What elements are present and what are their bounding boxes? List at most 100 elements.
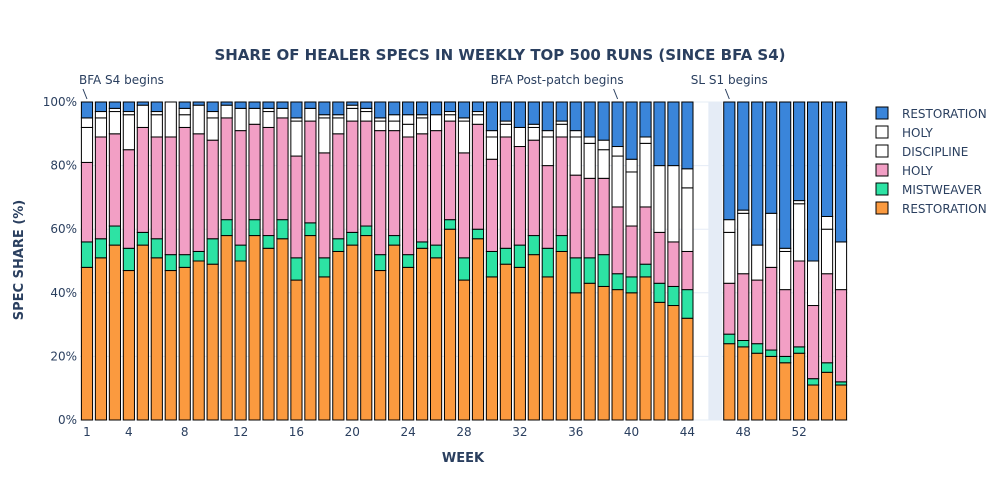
bar-segment-holy-4 [639,136,652,144]
bar-segment-restoration-5 [569,101,582,132]
bar-segment-discipline-3 [737,212,750,275]
bar-segment-holy-2 [527,139,540,237]
annotation-label: BFA Post-patch begins [491,73,624,87]
bar-segment-restoration-0 [807,384,820,421]
bar-segment-discipline-3 [471,114,485,125]
bar-segment-restoration-5 [513,101,526,128]
bar-segment-restoration-0 [164,270,177,421]
bar-segment-holy-2 [360,120,373,227]
bar-segment-restoration-0 [304,235,317,421]
bar-segment-holy-2 [485,158,499,252]
bar-segment-discipline-3 [94,117,108,138]
bar-segment-holy-2 [122,149,135,249]
bar-segment-restoration-0 [443,228,457,421]
bar-segment-holy-2 [737,273,750,341]
annotation: BFA S4 begins [79,73,164,100]
bar-segment-restoration-0 [192,260,205,421]
bar-segment-restoration-5 [360,101,373,109]
bar-segment-restoration-0 [513,266,526,421]
legend-item[interactable]: MISTWEAVER [875,182,982,197]
bar-segment-mistweaver-1 [765,349,778,357]
annotation-label: BFA S4 begins [79,73,164,87]
bar-segment-mistweaver-1 [416,241,429,249]
bar-segment-restoration-5 [583,101,596,138]
bar-segment-mistweaver-1 [639,263,652,278]
bar-segment-mistweaver-1 [220,219,233,237]
bar-segment-holy-2 [248,123,261,221]
bar-segment-restoration-5 [416,101,429,116]
y-tick-label: 80% [50,159,77,173]
bar-segment-mistweaver-1 [555,235,568,252]
legend-item[interactable]: RESTORATION [875,106,987,121]
bar-segment-discipline-3 [625,171,638,227]
bar-segment-mistweaver-1 [737,340,750,348]
bar-segment-restoration-5 [555,101,568,122]
legend-item[interactable]: RESTORATION [875,201,987,216]
bar-segment-mistweaver-1 [108,225,121,246]
bar-segment-discipline-3 [164,101,177,138]
bar-segment-holy-2 [793,260,806,348]
bar-segment-discipline-3 [765,212,778,268]
bar-segment-holy-2 [555,136,568,237]
bar-segment-mistweaver-1 [793,346,806,354]
bar-segment-holy-4 [583,136,596,144]
bar-segment-holy-2 [80,161,94,243]
bar-segment-restoration-0 [402,266,415,421]
x-tick-label: 36 [568,425,583,439]
bar-segment-mistweaver-1 [206,238,219,265]
bar-segment-mistweaver-1 [527,235,540,256]
bar-segment-mistweaver-1 [164,254,177,272]
bar-segment-restoration-5 [108,101,121,109]
bar-segment-restoration-5 [276,101,289,109]
bar-segment-holy-4 [625,158,638,173]
bar-segment-restoration-5 [471,101,485,113]
x-tick-label: 44 [680,425,695,439]
bar-segment-restoration-5 [234,101,247,109]
bar-segment-restoration-0 [457,279,471,421]
bar-segment-restoration-5 [807,101,820,262]
bar-segment-restoration-5 [178,101,191,109]
bar-segment-mistweaver-1 [290,257,303,281]
bar-segment-discipline-3 [597,149,610,179]
legend-label: DISCIPLINE [902,145,968,159]
legend-item[interactable]: HOLY [875,125,934,140]
bar-segment-restoration-5 [443,101,457,113]
bar-segment-mistweaver-1 [597,254,610,287]
x-tick-label: 28 [456,425,471,439]
x-tick-label: 8 [181,425,189,439]
bar-segment-holy-4 [820,215,834,230]
legend-item[interactable]: DISCIPLINE [875,144,968,159]
bar-segment-mistweaver-1 [332,238,345,252]
bar-segment-restoration-0 [625,292,638,421]
bar-segment-restoration-5 [485,101,499,132]
bar-segment-restoration-5 [429,101,443,116]
annotation: BFA Post-patch begins [491,73,624,100]
bar-segment-holy-2 [765,266,778,351]
bar-segment-holy-2 [779,289,792,357]
x-tick-label: 40 [624,425,639,439]
legend-item[interactable]: HOLY [875,163,934,178]
bar-segment-holy-2 [653,231,666,284]
bar-segment-discipline-3 [457,120,471,154]
bar-segment-discipline-3 [80,126,94,163]
bar-segment-discipline-3 [248,107,261,125]
bar-segment-mistweaver-1 [94,238,108,259]
bar-segment-restoration-0 [597,285,610,421]
bar-segment-discipline-3 [653,165,666,233]
bar-segment-restoration-0 [793,352,806,421]
bar-segment-restoration-0 [290,279,303,421]
bar-segment-restoration-5 [94,101,108,113]
bar-segment-discipline-3 [527,126,540,141]
bar-segment-holy-2 [569,174,582,259]
bar-segment-restoration-5 [793,101,806,202]
bar-segment-discipline-3 [583,142,596,179]
bar-segment-mistweaver-1 [234,244,247,262]
x-tick-label: 48 [736,425,751,439]
bar-segment-restoration-0 [541,276,554,421]
bar-segment-holy-2 [276,117,289,221]
bar-segment-restoration-5 [737,101,750,211]
bar-segment-holy-2 [443,120,457,221]
bar-segment-holy-2 [457,152,471,259]
bar-segment-mistweaver-1 [178,254,191,268]
x-tick-label: 20 [345,425,360,439]
